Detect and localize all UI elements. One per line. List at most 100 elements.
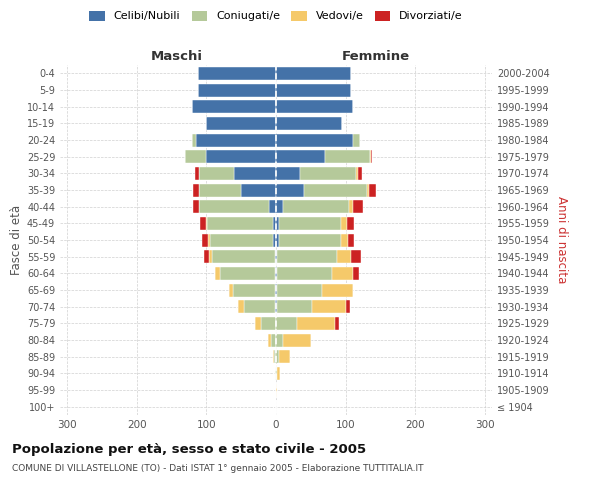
Bar: [325, 150, 370, 163]
Bar: [277, 267, 332, 280]
Bar: [220, 267, 275, 280]
Bar: [206, 217, 207, 230]
Bar: [349, 234, 354, 246]
Bar: [283, 200, 349, 213]
Bar: [337, 250, 350, 263]
Bar: [193, 184, 199, 196]
Bar: [322, 284, 353, 296]
Bar: [353, 200, 363, 213]
Bar: [276, 267, 277, 280]
Bar: [271, 334, 276, 346]
Bar: [276, 150, 325, 163]
Bar: [208, 234, 210, 246]
Bar: [268, 334, 271, 346]
Bar: [276, 84, 351, 96]
Bar: [255, 317, 260, 330]
Bar: [311, 300, 346, 313]
Text: Maschi: Maschi: [151, 50, 203, 62]
Bar: [234, 167, 276, 180]
Bar: [277, 284, 322, 296]
Bar: [276, 384, 277, 396]
Bar: [193, 200, 199, 213]
Bar: [207, 217, 273, 230]
Bar: [350, 250, 361, 263]
Bar: [277, 300, 311, 313]
Bar: [276, 200, 283, 213]
Bar: [341, 234, 349, 246]
Bar: [241, 184, 276, 196]
Bar: [244, 300, 275, 313]
Bar: [276, 167, 301, 180]
Bar: [200, 217, 206, 230]
Bar: [346, 300, 350, 313]
Bar: [283, 334, 311, 346]
Bar: [332, 267, 353, 280]
Bar: [195, 167, 199, 180]
Bar: [275, 284, 276, 296]
Bar: [202, 234, 208, 246]
Bar: [275, 300, 276, 313]
Bar: [198, 67, 276, 80]
Bar: [212, 250, 275, 263]
Bar: [304, 184, 367, 196]
Bar: [193, 100, 276, 113]
Bar: [199, 184, 241, 196]
Bar: [238, 300, 244, 313]
Bar: [233, 284, 275, 296]
Bar: [272, 350, 274, 363]
Bar: [349, 200, 353, 213]
Y-axis label: Fasce di età: Fasce di età: [10, 205, 23, 275]
Bar: [209, 250, 212, 263]
Bar: [353, 267, 359, 280]
Bar: [353, 134, 359, 146]
Bar: [335, 317, 339, 330]
Text: Popolazione per età, sesso e stato civile - 2005: Popolazione per età, sesso e stato civil…: [12, 442, 366, 456]
Bar: [368, 184, 376, 196]
Text: COMUNE DI VILLASTELLONE (TO) - Dati ISTAT 1° gennaio 2005 - Elaborazione TUTTITA: COMUNE DI VILLASTELLONE (TO) - Dati ISTA…: [12, 464, 424, 473]
Bar: [276, 367, 277, 380]
Bar: [193, 134, 196, 146]
Bar: [358, 167, 362, 180]
Bar: [276, 67, 351, 80]
Bar: [198, 84, 276, 96]
Bar: [272, 234, 276, 246]
Bar: [203, 250, 209, 263]
Bar: [275, 250, 276, 263]
Bar: [367, 184, 368, 196]
Bar: [269, 200, 276, 213]
Bar: [341, 217, 347, 230]
Bar: [279, 234, 341, 246]
Bar: [185, 150, 206, 163]
Bar: [371, 150, 372, 163]
Bar: [277, 250, 337, 263]
Bar: [229, 284, 233, 296]
Bar: [276, 334, 283, 346]
Bar: [276, 284, 277, 296]
Bar: [276, 184, 304, 196]
Legend: Celibi/Nubili, Coniugati/e, Vedovi/e, Divorziati/e: Celibi/Nubili, Coniugati/e, Vedovi/e, Di…: [89, 10, 463, 22]
Text: Femmine: Femmine: [341, 50, 409, 62]
Bar: [301, 167, 356, 180]
Bar: [276, 117, 342, 130]
Bar: [276, 350, 280, 363]
Bar: [347, 217, 354, 230]
Bar: [276, 300, 277, 313]
Bar: [274, 350, 276, 363]
Bar: [356, 167, 358, 180]
Bar: [210, 234, 272, 246]
Bar: [275, 267, 276, 280]
Y-axis label: Anni di nascita: Anni di nascita: [555, 196, 568, 284]
Bar: [297, 317, 335, 330]
Bar: [370, 150, 371, 163]
Bar: [277, 367, 280, 380]
Bar: [206, 117, 276, 130]
Bar: [276, 217, 279, 230]
Bar: [275, 367, 276, 380]
Bar: [276, 317, 297, 330]
Bar: [196, 134, 276, 146]
Bar: [215, 267, 220, 280]
Bar: [280, 350, 290, 363]
Bar: [276, 100, 353, 113]
Bar: [276, 234, 279, 246]
Bar: [276, 250, 277, 263]
